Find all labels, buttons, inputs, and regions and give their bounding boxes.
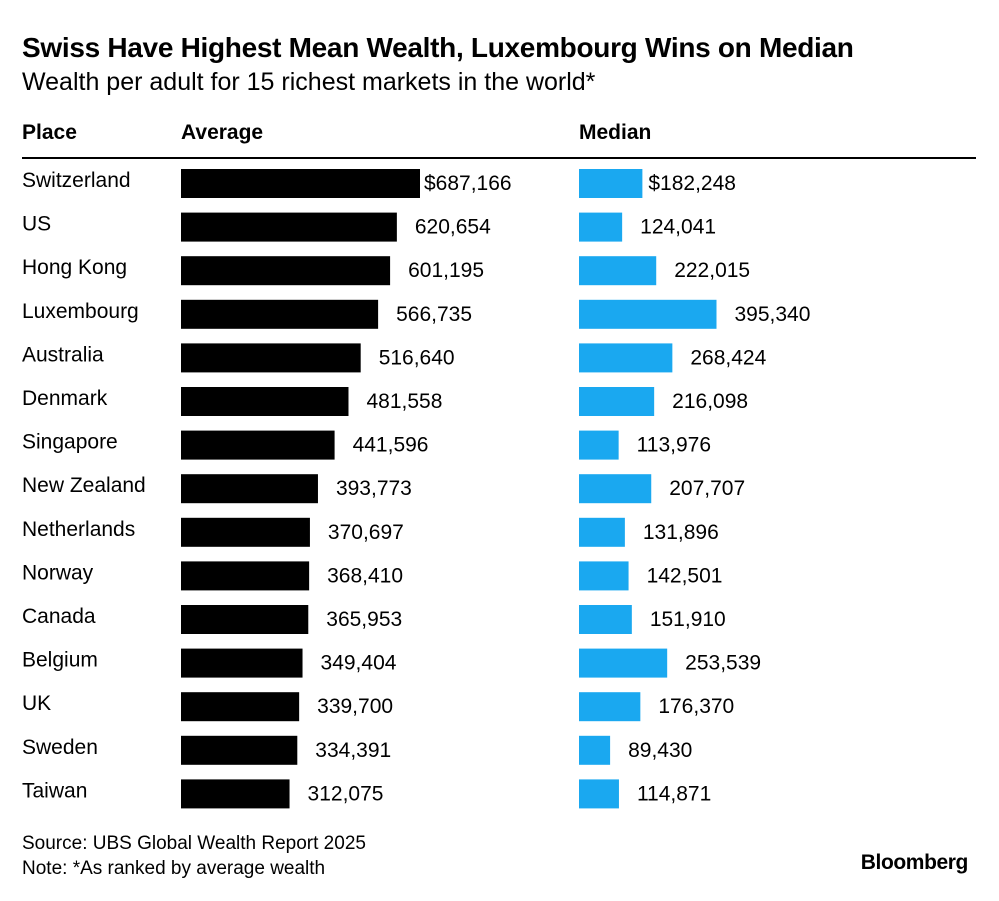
average-value-label: 365,953 — [326, 608, 402, 631]
place-label: Denmark — [22, 387, 108, 410]
median-bar — [579, 343, 673, 373]
average-value-label: 620,654 — [415, 216, 491, 239]
place-label: Singapore — [22, 431, 118, 454]
average-value-label: 339,700 — [317, 695, 393, 718]
place-label: Belgium — [22, 649, 98, 672]
average-value-label: 481,558 — [366, 390, 442, 413]
median-bar — [579, 212, 623, 242]
place-label: Switzerland — [22, 169, 131, 192]
median-bar — [579, 169, 643, 198]
place-label: Luxembourg — [22, 300, 139, 323]
median-value-label: 253,539 — [685, 652, 761, 675]
place-label: Norway — [22, 561, 94, 584]
median-value-label: 395,340 — [735, 303, 811, 326]
average-value-label: 601,195 — [408, 259, 484, 282]
median-bar — [579, 779, 619, 809]
bloomberg-logo: Bloomberg — [860, 851, 969, 874]
median-value-label: 89,430 — [628, 739, 692, 762]
median-value-label: 124,041 — [640, 216, 716, 239]
average-value-label: 312,075 — [308, 782, 384, 805]
median-value-label: $182,248 — [648, 172, 736, 195]
median-value-label: 142,501 — [647, 564, 723, 587]
median-bar — [579, 692, 641, 722]
median-value-label: 216,098 — [672, 390, 748, 413]
chart-title: Swiss Have Highest Mean Wealth, Luxembou… — [22, 32, 854, 63]
median-bar — [579, 387, 655, 416]
place-label: Australia — [22, 343, 104, 366]
average-bar — [181, 343, 361, 373]
median-value-label: 176,370 — [658, 695, 734, 718]
place-label: UK — [22, 692, 51, 715]
median-bar — [579, 430, 619, 460]
source-note: Source: UBS Global Wealth Report 2025 — [22, 833, 366, 854]
average-value-label: 566,735 — [396, 303, 472, 326]
column-header-place: Place — [22, 121, 77, 144]
median-bar — [579, 648, 668, 678]
header-divider — [22, 157, 976, 159]
average-bar — [181, 299, 379, 329]
median-bar — [579, 605, 632, 634]
average-bar — [181, 430, 335, 460]
average-bar — [181, 474, 318, 504]
average-value-label: 349,404 — [321, 652, 397, 675]
average-bar — [181, 692, 300, 722]
median-value-label: 114,871 — [637, 782, 711, 805]
median-value-label: 222,015 — [674, 259, 750, 282]
footnote: Note: *As ranked by average wealth — [22, 858, 326, 879]
average-bar — [181, 256, 391, 286]
place-label: Hong Kong — [22, 256, 127, 279]
place-label: New Zealand — [22, 474, 146, 497]
median-bar — [579, 256, 657, 286]
median-bar — [579, 299, 717, 329]
column-header-average: Average — [181, 121, 264, 144]
average-value-label: 370,697 — [328, 521, 404, 544]
place-label: Taiwan — [22, 779, 87, 802]
median-bar — [579, 561, 629, 591]
place-label: Netherlands — [22, 518, 135, 541]
average-value-label: 334,391 — [315, 739, 391, 762]
average-bar — [181, 561, 310, 591]
average-value-label: 441,596 — [353, 434, 429, 457]
median-value-label: 207,707 — [669, 477, 745, 500]
average-bar — [181, 779, 290, 809]
place-label: Canada — [22, 605, 96, 628]
average-bar — [181, 735, 298, 765]
median-bar — [579, 474, 652, 504]
average-bar — [181, 648, 303, 678]
chart-subtitle: Wealth per adult for 15 richest markets … — [22, 68, 596, 96]
average-value-label: $687,166 — [424, 172, 512, 195]
median-value-label: 268,424 — [690, 346, 766, 369]
place-label: Sweden — [22, 736, 98, 759]
average-bar — [181, 517, 310, 547]
place-label: US — [22, 213, 51, 236]
median-value-label: 151,910 — [650, 608, 726, 631]
median-bar — [579, 735, 611, 765]
median-bar — [579, 517, 625, 547]
average-bar — [181, 387, 349, 416]
average-value-label: 368,410 — [327, 564, 403, 587]
average-bar — [181, 605, 309, 634]
average-value-label: 516,640 — [379, 346, 455, 369]
median-value-label: 113,976 — [637, 434, 711, 457]
average-value-label: 393,773 — [336, 477, 412, 500]
average-bar — [181, 212, 397, 242]
column-header-median: Median — [579, 121, 652, 144]
median-value-label: 131,896 — [643, 521, 719, 544]
average-bar — [181, 169, 420, 198]
